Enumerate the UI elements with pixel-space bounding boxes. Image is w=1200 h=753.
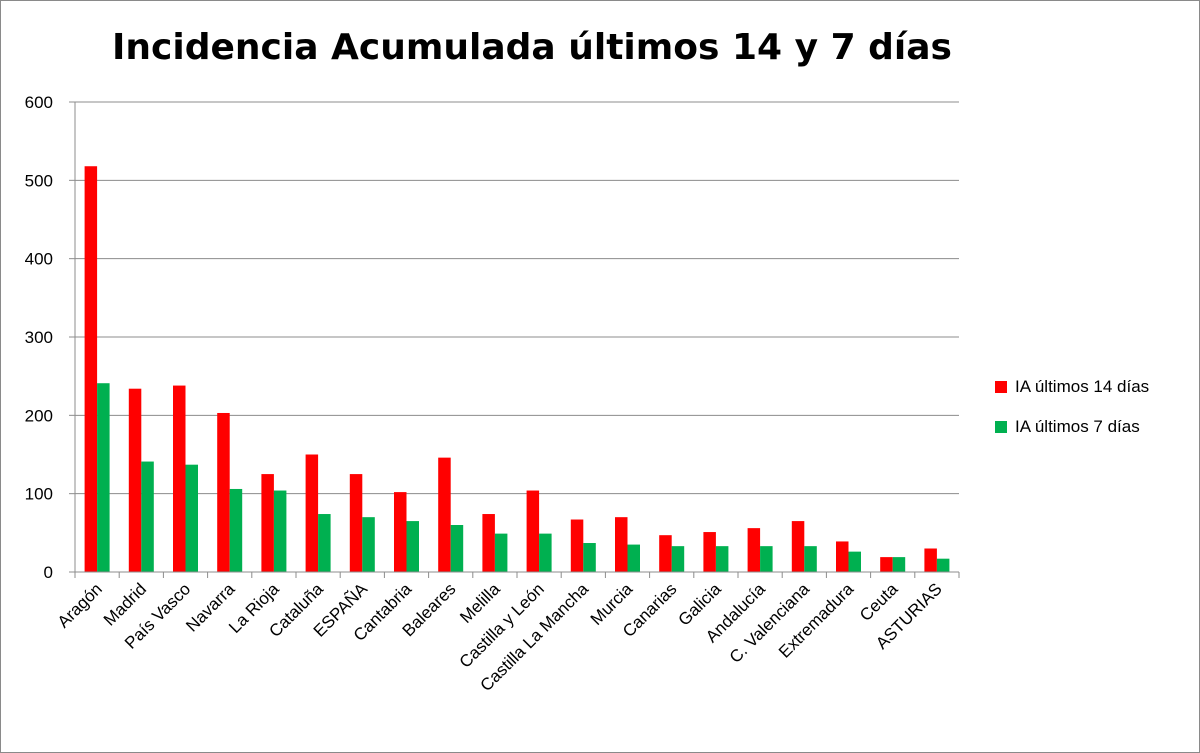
y-tick-label: 0 (44, 563, 53, 582)
bar-ia-7-galicia (715, 546, 729, 572)
bar-ia-14-extremadura (836, 541, 849, 572)
y-tick-label: 500 (25, 171, 53, 190)
bar-ia-7-canarias (671, 546, 685, 572)
y-axis-ticks: 0 100 200 300 400 500 600 (25, 93, 75, 582)
bar-ia-7-navarra (229, 488, 243, 572)
bar-ia-7-murcia (627, 544, 640, 572)
bar-ia-7-arag-n (97, 383, 110, 572)
bars (84, 166, 950, 572)
bar-ia-7-ceuta (892, 557, 906, 572)
bar-ia-14-asturias (924, 548, 937, 572)
bar-ia-14-catalu-a (305, 454, 319, 572)
bar-ia-14-canarias (659, 535, 672, 572)
bar-ia-7-espa-a (362, 517, 375, 572)
bar-ia-14-c-valenciana (791, 521, 805, 572)
bar-ia-14-la-rioja (261, 474, 274, 572)
bar-ia-7-castilla-y-le-n (539, 533, 552, 572)
bar-ia-7-catalu-a (318, 514, 331, 572)
bar-ia-14-melilla (482, 514, 495, 572)
bar-ia-14-murcia (615, 517, 628, 572)
bar-ia-7-c-valenciana (804, 546, 817, 572)
bar-ia-14-ceuta (880, 557, 893, 572)
bar-ia-7-madrid (141, 461, 154, 572)
bar-ia-14-arag-n (84, 166, 98, 572)
bar-ia-14-galicia (703, 532, 716, 572)
legend-swatch (995, 421, 1007, 433)
y-tick-label: 600 (25, 93, 53, 112)
bar-ia-14-baleares (438, 457, 451, 572)
y-tick-label: 100 (25, 485, 53, 504)
y-tick-label: 200 (25, 406, 53, 425)
x-tick-label: Aragón (54, 579, 106, 631)
legend-label: IA últimos 14 días (1015, 377, 1149, 396)
chart-title: Incidencia Acumulada últimos 14 y 7 días (112, 27, 952, 68)
bar-ia-7-pa-s-vasco (185, 464, 198, 572)
bar-ia-14-navarra (217, 412, 230, 572)
legend-label: IA últimos 7 días (1015, 417, 1140, 436)
bar-ia-7-cantabria (406, 521, 419, 572)
bar-ia-14-andaluc-a (747, 528, 761, 572)
bar-ia-7-extremadura (848, 551, 861, 572)
bar-ia-14-espa-a (349, 474, 363, 572)
bar-ia-7-andaluc-a (760, 546, 773, 572)
bar-ia-14-pa-s-vasco (173, 385, 186, 572)
bar-ia-7-asturias (936, 558, 950, 572)
bar-ia-14-cantabria (394, 492, 407, 572)
gridlines (75, 101, 959, 495)
legend: IA últimos 14 días IA últimos 7 días (995, 377, 1149, 436)
y-tick-label: 300 (25, 328, 53, 347)
bar-ia-14-madrid (128, 388, 142, 572)
bar-ia-14-castilla-y-le-n (526, 490, 540, 572)
bar-ia-7-baleares (450, 525, 464, 572)
y-tick-label: 400 (25, 250, 53, 269)
bar-ia-7-castilla-la-mancha (583, 543, 596, 572)
bar-ia-7-melilla (494, 533, 508, 572)
bar-ia-14-castilla-la-mancha (570, 519, 584, 572)
legend-swatch (995, 381, 1007, 393)
axes (74, 102, 960, 578)
bar-ia-7-la-rioja (273, 490, 287, 572)
